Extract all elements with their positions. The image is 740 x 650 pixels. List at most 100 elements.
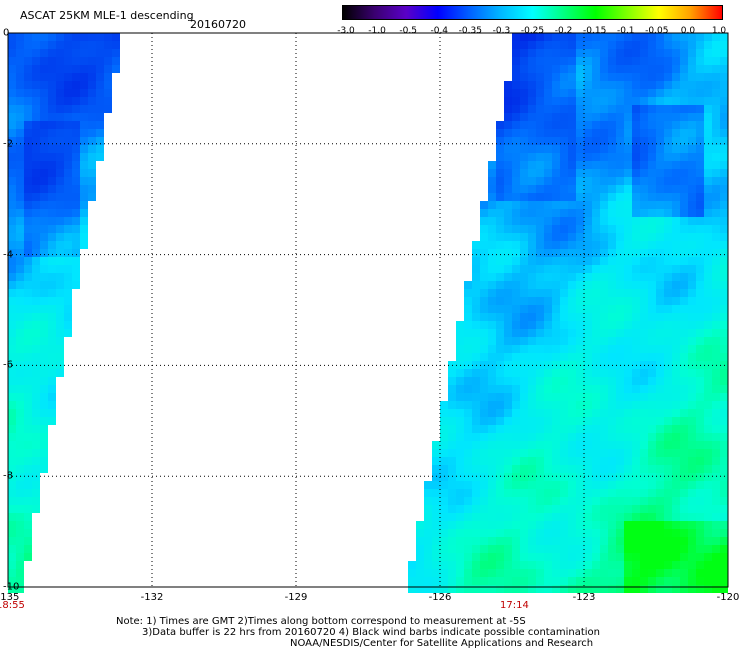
swath-cell	[440, 505, 448, 513]
swath-cell	[632, 121, 640, 129]
swath-cell	[584, 329, 592, 337]
swath-cell	[696, 145, 704, 153]
swath-cell	[32, 145, 40, 153]
swath-cell	[680, 177, 688, 185]
swath-cell	[568, 233, 576, 241]
swath-cell	[496, 473, 504, 481]
swath-cell	[40, 65, 48, 73]
swath-cell	[616, 225, 624, 233]
swath-cell	[704, 585, 712, 593]
swath-cell	[648, 297, 656, 305]
swath-cell	[536, 569, 544, 577]
swath-cell	[576, 297, 584, 305]
swath-cell	[504, 425, 512, 433]
swath-cell	[40, 425, 48, 433]
swath-cell	[648, 409, 656, 417]
swath-cell	[504, 585, 512, 593]
swath-cell	[648, 481, 656, 489]
swath-cell	[608, 465, 616, 473]
swath-cell	[632, 345, 640, 353]
swath-cell	[520, 441, 528, 449]
swath-cell	[536, 393, 544, 401]
swath-cell	[56, 145, 64, 153]
swath-cell	[48, 89, 56, 97]
swath-cell	[480, 409, 488, 417]
swath-cell	[32, 305, 40, 313]
pass-time-label: 17:14	[500, 600, 529, 611]
swath-cell	[568, 105, 576, 113]
swath-cell	[560, 113, 568, 121]
swath-cell	[720, 257, 728, 265]
swath-cell	[624, 121, 632, 129]
swath-cell	[64, 81, 72, 89]
swath-cell	[664, 273, 672, 281]
swath-cell	[568, 193, 576, 201]
swath-cell	[656, 345, 664, 353]
swath-cell	[720, 545, 728, 553]
swath-cell	[552, 353, 560, 361]
swath-cell	[568, 177, 576, 185]
swath-cell	[472, 305, 480, 313]
swath-cell	[648, 233, 656, 241]
swath-cell	[712, 169, 720, 177]
swath-cell	[624, 249, 632, 257]
swath-cell	[664, 337, 672, 345]
swath-cell	[464, 481, 472, 489]
swath-cell	[504, 561, 512, 569]
swath-cell	[632, 137, 640, 145]
swath-cell	[648, 569, 656, 577]
swath-cell	[576, 241, 584, 249]
swath-cell	[544, 433, 552, 441]
swath-cell	[552, 425, 560, 433]
swath-cell	[40, 161, 48, 169]
swath-cell	[592, 113, 600, 121]
swath-cell	[456, 489, 464, 497]
swath-cell	[552, 369, 560, 377]
swath-cell	[424, 577, 432, 585]
swath-cell	[632, 537, 640, 545]
swath-cell	[432, 585, 440, 593]
swath-cell	[440, 425, 448, 433]
swath-cell	[8, 193, 16, 201]
swath-cell	[56, 273, 64, 281]
swath-cell	[512, 289, 520, 297]
swath-cell	[664, 265, 672, 273]
swath-cell	[520, 401, 528, 409]
swath-cell	[96, 137, 104, 145]
swath-cell	[552, 457, 560, 465]
swath-cell	[464, 425, 472, 433]
swath-cell	[448, 465, 456, 473]
swath-cell	[584, 401, 592, 409]
swath-cell	[640, 569, 648, 577]
swath-cell	[440, 497, 448, 505]
swath-cell	[464, 577, 472, 585]
swath-cell	[32, 57, 40, 65]
swath-cell	[424, 481, 432, 489]
swath-cell	[544, 281, 552, 289]
swath-cell	[456, 465, 464, 473]
swath-cell	[448, 377, 456, 385]
swath-cell	[528, 73, 536, 81]
swath-cell	[640, 217, 648, 225]
swath-cell	[88, 65, 96, 73]
swath-cell	[592, 305, 600, 313]
swath-cell	[32, 265, 40, 273]
swath-cell	[656, 305, 664, 313]
swath-cell	[488, 577, 496, 585]
swath-cell	[496, 193, 504, 201]
swath-cell	[680, 193, 688, 201]
swath-cell	[664, 497, 672, 505]
swath-cell	[680, 481, 688, 489]
swath-cell	[624, 145, 632, 153]
swath-cell	[568, 481, 576, 489]
swath-cell	[648, 465, 656, 473]
swath-cell	[688, 489, 696, 497]
swath-cell	[536, 449, 544, 457]
swath-cell	[24, 345, 32, 353]
swath-cell	[640, 249, 648, 257]
swath-cell	[592, 177, 600, 185]
swath-cell	[632, 305, 640, 313]
swath-cell	[648, 97, 656, 105]
swath-cell	[536, 337, 544, 345]
swath-cell	[440, 441, 448, 449]
